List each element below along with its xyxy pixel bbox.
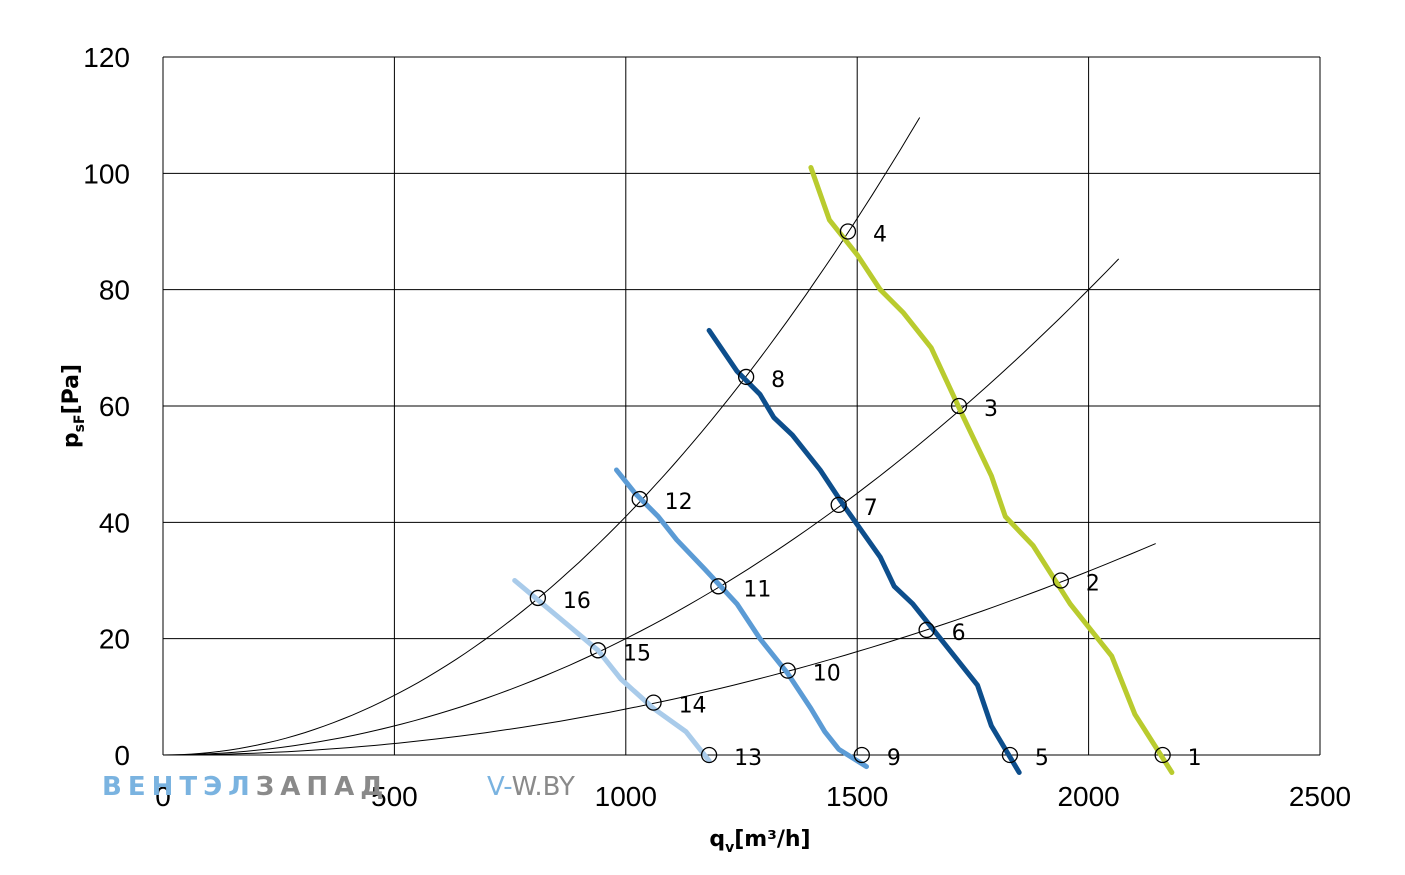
point-label: 14: [679, 694, 707, 719]
x-axis-title: qv[m³/h]: [709, 827, 810, 856]
y-tick-label: 60: [99, 391, 130, 422]
fan-curve: [706, 327, 1022, 775]
point-label: 11: [743, 577, 771, 602]
watermark-text-2: ЗАПАД: [256, 772, 390, 802]
y-tick-label: 120: [83, 42, 130, 73]
watermark-text-1: ВЕНТЭЛ: [102, 772, 256, 802]
x-axis-unit: [m³/h]: [734, 827, 810, 852]
y-axis-title: psF[Pa]: [59, 364, 88, 448]
watermark-text-4: W.BY: [512, 772, 575, 802]
point-label: 1: [1188, 746, 1202, 771]
y-tick-label: 20: [99, 624, 130, 655]
point-label: 3: [984, 397, 998, 422]
point-label: 13: [734, 746, 762, 771]
fan-curve: [614, 467, 869, 770]
fan-curve: [512, 578, 712, 764]
point-marker: [737, 368, 755, 386]
svg-text:ВЕНТЭЛЗАПАД: ВЕНТЭЛЗАПАД: [102, 772, 389, 802]
point-marker: [830, 496, 847, 514]
point-label: 2: [1086, 572, 1100, 597]
svg-text:V-W.BY: V-W.BY: [487, 772, 575, 802]
x-axis-label: q: [709, 827, 725, 852]
point-marker: [631, 490, 648, 508]
point-marker: [1154, 746, 1171, 764]
point-label: 4: [873, 223, 887, 248]
tick-labels: 0 500 1000 1500 2000 2500 0 20 40 60 80 100 120: [83, 42, 1351, 812]
point-marker: [700, 746, 718, 764]
point-label: 6: [952, 621, 966, 646]
point-marker: [1052, 572, 1069, 589]
y-tick-label: 100: [83, 158, 130, 189]
point-label: 5: [1035, 746, 1049, 771]
watermark-text-3: V-: [487, 772, 512, 802]
point-marker: [1001, 746, 1019, 764]
watermark: ВЕНТЭЛЗАПАД V-W.BY: [102, 772, 575, 802]
x-tick-label: 1000: [595, 781, 657, 812]
x-tick-label: 2000: [1057, 781, 1119, 812]
system-curve: [162, 117, 921, 756]
x-tick-label: 500: [371, 781, 418, 812]
y-tick-label: 0: [114, 740, 130, 771]
y-axis-label-sub: sF: [72, 414, 88, 432]
y-axis-label: p: [59, 432, 84, 448]
point-marker: [710, 578, 727, 595]
point-label: 12: [665, 490, 693, 515]
y-tick-label: 80: [99, 275, 130, 306]
point-marker: [950, 397, 968, 415]
point-label: 9: [887, 746, 901, 771]
grid: [162, 56, 1321, 756]
x-tick-label: 2500: [1289, 781, 1351, 812]
point-label: 8: [771, 368, 785, 393]
system-curve: [163, 543, 1156, 756]
point-marker: [529, 589, 547, 607]
fan-curve: [808, 165, 1175, 775]
point-marker: [779, 662, 796, 679]
x-tick-label: 1500: [826, 781, 888, 812]
point-marker: [645, 694, 662, 711]
point-label: 7: [864, 496, 878, 521]
x-tick-label: 0: [155, 781, 171, 812]
point-marker: [589, 642, 607, 659]
point-marker: [918, 621, 935, 639]
y-axis-unit: [Pa]: [59, 364, 84, 415]
point-marker: [839, 223, 857, 240]
system-curves: [162, 117, 1156, 756]
point-label: 10: [813, 662, 841, 687]
point-label: 16: [563, 589, 591, 614]
point-marker: [853, 746, 870, 764]
x-axis-label-sub: v: [725, 840, 734, 856]
y-tick-label: 40: [99, 507, 130, 538]
point-label: 15: [623, 641, 651, 666]
fan-curves: [512, 165, 1175, 775]
